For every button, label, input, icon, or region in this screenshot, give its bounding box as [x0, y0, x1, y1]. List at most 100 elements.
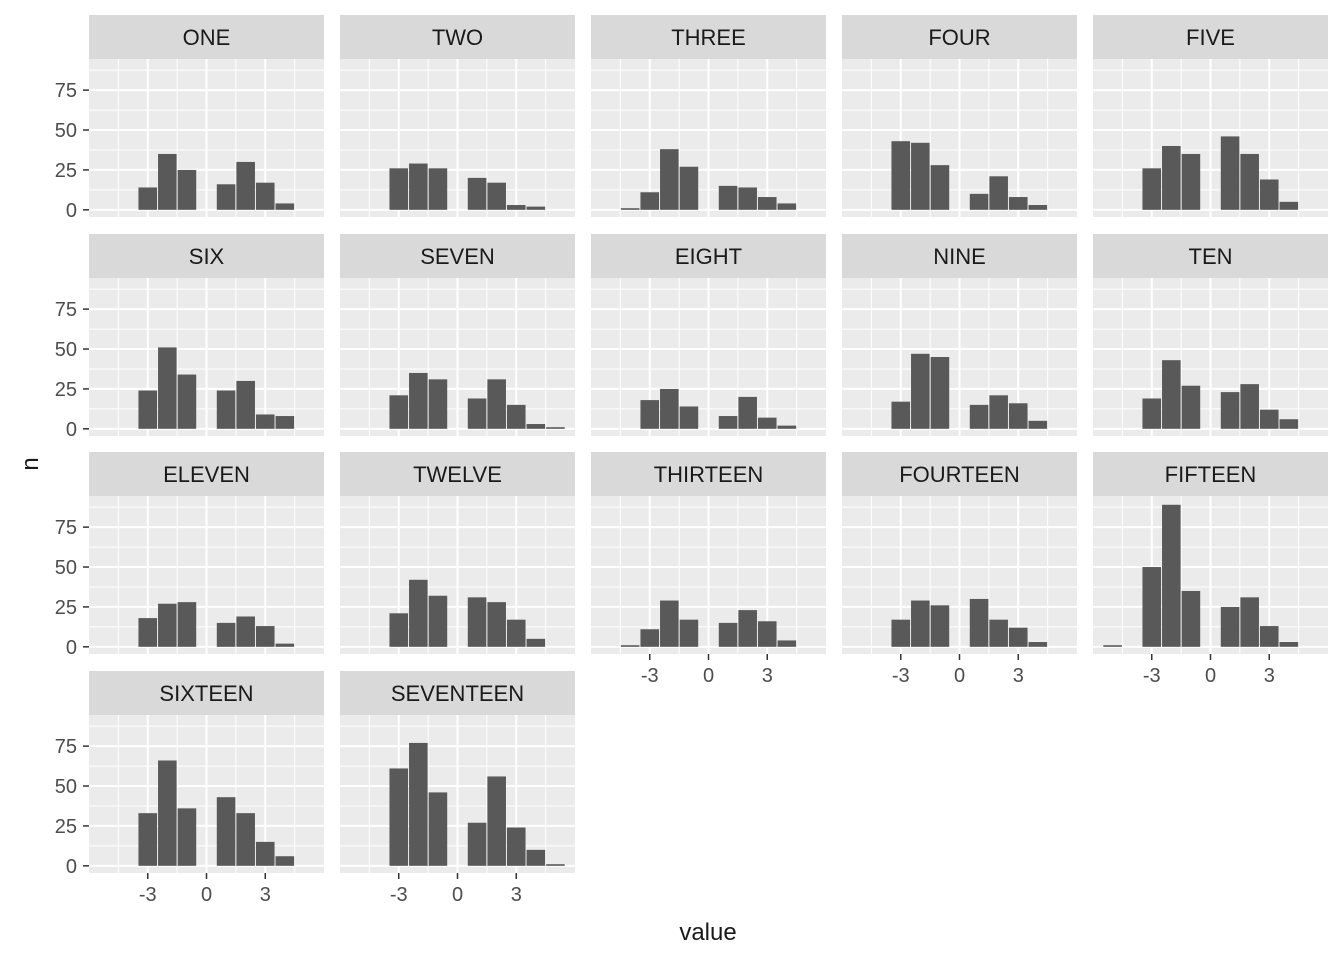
histogram-bar — [1220, 392, 1240, 429]
y-tick-label: 25 — [55, 816, 77, 838]
y-tick-label: 0 — [66, 419, 77, 441]
histogram-bar — [158, 760, 177, 866]
x-tick-label: 0 — [1205, 665, 1216, 687]
histogram-bar — [969, 404, 989, 429]
x-tick-label: -3 — [641, 665, 659, 687]
facet-strip-label: EIGHT — [675, 244, 742, 269]
histogram-bar — [1259, 409, 1279, 429]
histogram-bar — [989, 176, 1008, 210]
histogram-bar — [891, 401, 911, 429]
histogram-bar — [275, 416, 295, 429]
histogram-bar — [930, 605, 950, 647]
histogram-bar — [255, 182, 275, 210]
histogram-bar — [891, 141, 911, 210]
histogram-bar — [757, 621, 777, 647]
histogram-bar — [409, 579, 428, 647]
histogram-bar — [911, 353, 930, 429]
facet-panel-fifteen: FIFTEEN -3 0 3 — [1093, 452, 1328, 687]
histogram-bar — [177, 374, 197, 429]
histogram-bar — [467, 398, 487, 429]
histogram-bar — [1220, 606, 1240, 647]
histogram-bar — [138, 813, 158, 866]
facet-strip-label: FIVE — [1186, 25, 1235, 50]
histogram-bar — [255, 841, 275, 866]
histogram-bar — [138, 187, 158, 210]
histogram-bar — [1181, 385, 1201, 429]
facet-panel-nine: NINE — [842, 234, 1077, 436]
facet-strip — [89, 671, 324, 715]
histogram-bar — [428, 595, 448, 647]
histogram-bar — [1142, 567, 1162, 647]
facet-strip-label: SIXTEEN — [159, 681, 253, 706]
histogram-bar — [679, 166, 699, 210]
facet-panel-one: ONE 0 25 50 75 — [55, 15, 324, 222]
histogram-bar — [930, 165, 950, 210]
histogram-bar — [216, 184, 236, 210]
facet-strip-label: SIX — [189, 244, 225, 269]
facet-strip — [591, 234, 826, 278]
histogram-bar — [1028, 642, 1048, 647]
histogram-bar — [506, 619, 526, 647]
histogram-bar — [1028, 420, 1048, 429]
histogram-bar — [930, 357, 950, 429]
histogram-bar — [389, 168, 409, 210]
y-tick-label: 25 — [55, 597, 77, 619]
y-tick-label: 75 — [55, 299, 77, 321]
facet-strip — [591, 15, 826, 59]
x-tick-label: 3 — [260, 884, 271, 906]
histogram-bar — [255, 414, 275, 429]
facet-strip — [340, 452, 575, 496]
y-tick-label: 75 — [55, 736, 77, 758]
facet-panel-twelve: TWELVE — [340, 452, 575, 654]
histogram-bar — [1162, 360, 1181, 429]
facet-strip-label: ELEVEN — [163, 462, 250, 487]
histogram-bar — [409, 742, 428, 866]
histogram-bar — [1240, 597, 1259, 647]
histogram-bar — [526, 206, 546, 210]
histogram-bar — [777, 425, 797, 429]
histogram-bar — [718, 622, 738, 647]
histogram-bar — [506, 404, 526, 429]
histogram-bar — [620, 645, 640, 647]
histogram-bar — [1240, 384, 1259, 429]
histogram-bar — [757, 417, 777, 429]
y-tick-label: 0 — [66, 637, 77, 659]
histogram-bar — [506, 205, 526, 210]
histogram-bar — [526, 849, 546, 866]
histogram-bar — [428, 379, 448, 429]
facet-strip — [1093, 452, 1328, 496]
histogram-bar — [1279, 419, 1299, 429]
facet-strip — [591, 452, 826, 496]
histogram-bar — [216, 797, 236, 866]
histogram-bar — [1220, 136, 1240, 210]
facet-panel-fourteen: FOURTEEN -3 0 3 — [842, 452, 1077, 687]
x-tick-label: -3 — [1143, 665, 1161, 687]
y-tick-label: 50 — [55, 776, 77, 798]
histogram-bar — [216, 390, 236, 429]
histogram-bar — [1259, 179, 1279, 210]
histogram-bar — [526, 638, 546, 647]
facet-strip — [1093, 234, 1328, 278]
histogram-bar — [989, 619, 1008, 647]
facet-strip-label: FOURTEEN — [899, 462, 1020, 487]
facet-panel-ten: TEN — [1093, 234, 1328, 436]
histogram-bar — [177, 808, 197, 866]
y-tick-label: 50 — [55, 339, 77, 361]
histogram-bar — [718, 416, 738, 429]
facet-panel-sixteen: SIXTEEN 0 25 50 75 -3 0 3 — [55, 671, 324, 906]
x-tick-label: -3 — [390, 884, 408, 906]
facet-panel-seventeen: SEVENTEEN -3 0 3 — [340, 671, 575, 906]
histogram-bar — [891, 619, 911, 647]
histogram-bar — [660, 149, 679, 210]
x-tick-label: 3 — [511, 884, 522, 906]
facet-strip-label: THIRTEEN — [654, 462, 764, 487]
x-tick-label: 3 — [1264, 665, 1275, 687]
facet-strip-label: ONE — [183, 25, 231, 50]
histogram-bar — [1259, 626, 1279, 647]
x-tick-label: 0 — [201, 884, 212, 906]
x-tick-label: 0 — [954, 665, 965, 687]
x-tick-label: 0 — [703, 665, 714, 687]
histogram-bar — [1162, 145, 1181, 210]
histogram-bar — [158, 603, 177, 647]
histogram-bar — [428, 168, 448, 210]
